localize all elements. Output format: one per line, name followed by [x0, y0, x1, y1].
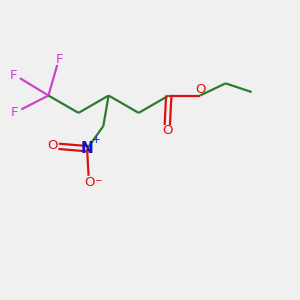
Text: O: O	[195, 82, 206, 95]
Text: F: F	[11, 106, 19, 119]
Text: N: N	[81, 141, 94, 156]
Text: O: O	[163, 124, 173, 137]
Text: O: O	[84, 176, 95, 189]
Text: F: F	[56, 53, 63, 66]
Text: +: +	[92, 135, 100, 146]
Text: O: O	[47, 139, 57, 152]
Text: −: −	[94, 176, 102, 184]
Text: F: F	[10, 69, 17, 82]
